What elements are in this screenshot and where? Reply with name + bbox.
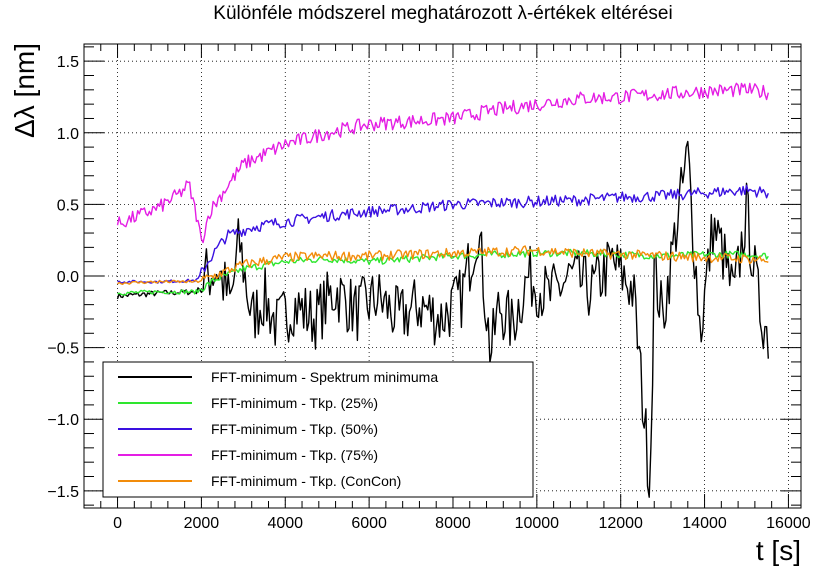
series-line — [116, 82, 769, 244]
y-axis-title: Δλ [nm] — [9, 43, 40, 138]
legend: FFT-minimum - Spektrum minimuma FFT-minim… — [102, 361, 534, 498]
y-tick-label: −1.0 — [47, 412, 79, 429]
x-tick-label: 0 — [113, 515, 122, 532]
x-tick-label: 10000 — [515, 515, 560, 532]
y-tick-label: 1.5 — [57, 54, 79, 71]
series-line — [117, 184, 769, 284]
x-tick-label: 14000 — [682, 515, 727, 532]
x-tick-label: 4000 — [267, 515, 303, 532]
legend-label: FFT-minimum - Spektrum minimuma — [211, 369, 438, 385]
x-axis-title: t [s] — [756, 535, 801, 566]
series-line — [117, 248, 769, 296]
axis-ticks — [83, 44, 801, 508]
y-tick-label: −0.5 — [47, 341, 79, 358]
legend-label: FFT-minimum - Tkp. (ConCon) — [211, 473, 401, 489]
y-tick-label: 0.5 — [57, 197, 79, 214]
x-tick-label: 6000 — [351, 515, 387, 532]
legend-label: FFT-minimum - Tkp. (25%) — [211, 395, 378, 411]
chart-title: Különféle módszerel meghatározott λ-érté… — [213, 3, 672, 24]
axis-tick-labels: 0 2000 4000 6000 8000 10000 12000 14000 16000 −1.… — [47, 54, 810, 532]
series-line — [116, 140, 769, 498]
y-tick-label: 0.0 — [57, 269, 79, 286]
series-line — [117, 245, 769, 285]
legend-label: FFT-minimum - Tkp. (75%) — [211, 447, 378, 463]
x-tick-label: 16000 — [766, 515, 811, 532]
legend-label: FFT-minimum - Tkp. (50%) — [211, 421, 378, 437]
series-group — [116, 82, 769, 498]
y-tick-label: −1.5 — [47, 484, 79, 501]
x-tick-label: 2000 — [184, 515, 220, 532]
x-tick-label: 12000 — [598, 515, 643, 532]
y-tick-label: 1.0 — [57, 126, 79, 143]
x-tick-label: 8000 — [435, 515, 471, 532]
